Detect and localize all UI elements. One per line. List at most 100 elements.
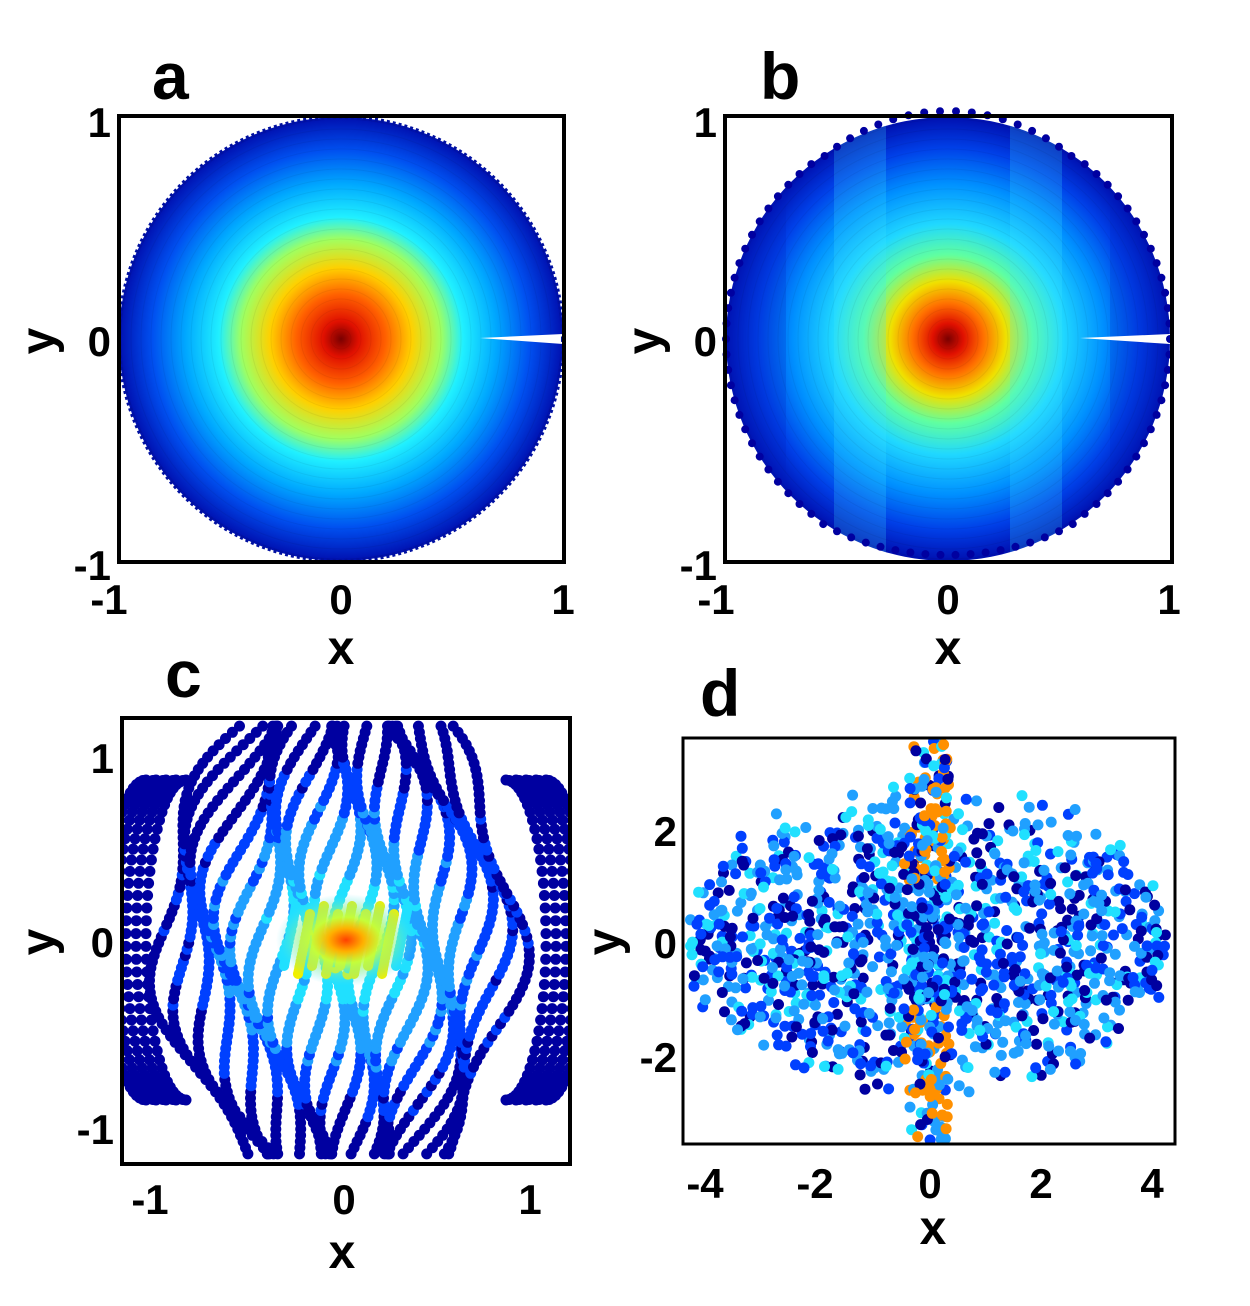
panel-b-edge-point	[876, 542, 885, 551]
panel-d-point	[892, 909, 904, 921]
panel-d-point	[936, 846, 948, 857]
panel-d-point	[854, 886, 866, 898]
panel-d-point	[822, 1035, 834, 1047]
panel-c-point	[137, 843, 149, 855]
panel-b-edge-point	[748, 439, 756, 448]
panel-d-point	[755, 867, 767, 879]
panel-d-point	[943, 1021, 954, 1033]
panel-c-point	[145, 1014, 157, 1026]
panel-d-point	[1135, 947, 1147, 959]
panel-c-point	[550, 940, 562, 952]
panel-d-point	[861, 843, 873, 855]
panel-d-point	[1119, 884, 1131, 896]
panel-d-point	[740, 982, 751, 994]
contour-ring	[190, 188, 492, 490]
panel-d-point	[976, 878, 988, 890]
panel-d-point	[968, 833, 980, 845]
contour-ring	[937, 328, 959, 350]
panel-d-point	[763, 994, 774, 1006]
contour-ring	[917, 308, 979, 370]
panel-d-point	[899, 1053, 911, 1065]
panel-d-xlabel: x	[920, 1202, 947, 1255]
panel-d-point	[717, 860, 729, 872]
panel-c-point	[447, 720, 459, 732]
panel-d-point	[1078, 908, 1090, 920]
panel-d-point	[1102, 1021, 1113, 1033]
panel-d-point	[861, 986, 873, 998]
panel-d-point	[1016, 1010, 1028, 1022]
panel-c-point	[226, 726, 238, 738]
panel-c-point	[547, 814, 558, 826]
panel-c-point	[122, 940, 132, 952]
panel-c-point	[131, 823, 143, 835]
panel-d-point	[813, 884, 825, 896]
panel-d-point	[834, 900, 846, 912]
panel-d-point	[956, 1024, 968, 1036]
panel-d-point	[731, 951, 743, 963]
panel-c-point	[500, 1094, 512, 1106]
panel-d-point	[937, 957, 948, 969]
panel-d-point	[958, 942, 970, 953]
panel-c-point	[531, 833, 543, 845]
panel-c-point	[572, 833, 583, 844]
panel-d-point	[998, 998, 1010, 1010]
panel-b-edge-point	[1123, 465, 1132, 474]
panel-b-edge-point	[1161, 381, 1170, 390]
panel-d-point	[948, 850, 960, 862]
panel-b-edge-point	[764, 465, 773, 474]
panel-d-point	[971, 1015, 983, 1026]
panel-d-point	[980, 966, 992, 978]
panel-b-edge-point	[807, 509, 816, 518]
panel-d-point	[783, 954, 795, 966]
panel-d-point	[910, 745, 922, 757]
panel-d-ytick-mid: 0	[654, 920, 677, 967]
panel-b-edge-point	[1146, 425, 1155, 434]
contour-ring	[260, 258, 422, 420]
panel-d-point	[923, 987, 935, 999]
panel-d-point	[1055, 926, 1067, 938]
panel-d-point	[975, 985, 987, 997]
panel-d-point	[886, 860, 898, 872]
panel-c-frame	[120, 716, 572, 1166]
panel-c-point	[559, 966, 570, 978]
panel-d-point	[806, 895, 818, 907]
panel-c-point	[269, 720, 281, 732]
panel-a-ytick-mid: 0	[88, 318, 111, 365]
panel-b-edge-point	[795, 170, 804, 178]
panel-c-point	[540, 953, 552, 965]
panel-d-point	[730, 868, 742, 880]
panel-d-point	[767, 977, 779, 989]
panel-d-point	[778, 836, 790, 848]
panel-d-point	[1059, 862, 1071, 874]
panel-d-point	[862, 887, 874, 899]
panel-d-point	[889, 891, 901, 903]
panel-d-point	[1032, 819, 1044, 831]
panel-d-point	[1114, 839, 1126, 851]
panel-d-point	[871, 908, 883, 920]
panel-d-point	[1159, 940, 1170, 952]
panel-d-point	[897, 897, 909, 909]
panel-d-point	[1033, 894, 1045, 906]
panel-d-point	[990, 1027, 1002, 1039]
panel-a-ytick-top: 1	[88, 99, 111, 146]
panel-c-point	[140, 915, 152, 927]
panel-d-point	[839, 1020, 851, 1032]
panel-d-point	[965, 934, 977, 946]
panel-d-point	[888, 987, 900, 999]
panel-c-xtick-mid: 0	[332, 1176, 355, 1223]
panel-c-point	[151, 823, 163, 835]
panel-d-point	[891, 939, 902, 951]
panel-d-point	[829, 872, 841, 884]
panel-d-point	[1064, 1006, 1076, 1018]
panel-d-point	[788, 850, 800, 862]
panel-a-letter: a	[152, 39, 190, 113]
panel-d-point	[992, 835, 1004, 847]
panel-d-point	[766, 962, 778, 973]
panel-d-point	[771, 1029, 783, 1041]
panel-c-point	[142, 979, 154, 990]
panel-d-point	[806, 1047, 818, 1058]
panel-d-point	[1129, 888, 1140, 900]
panel-d-point	[994, 948, 1006, 960]
panel-d-point	[1104, 967, 1116, 979]
panel-d-point	[993, 802, 1005, 813]
